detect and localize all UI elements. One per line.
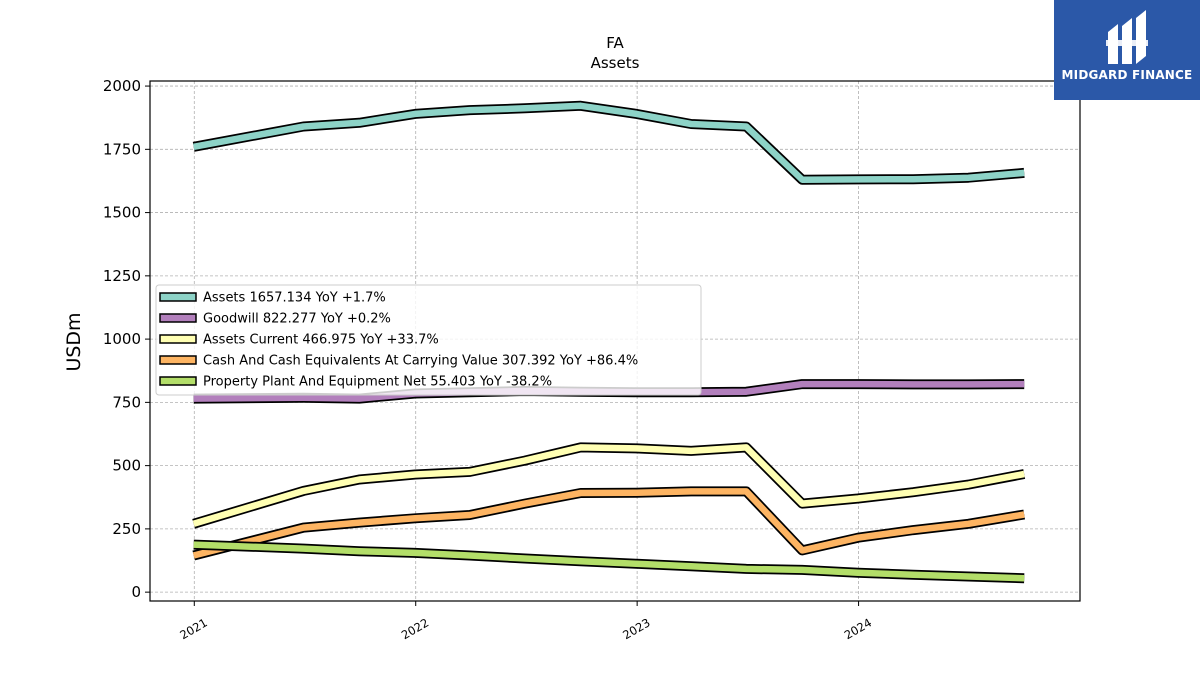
y-tick-label: 1500 [103, 204, 141, 222]
legend: Assets 1657.134 YoY +1.7% Goodwill 822.27… [155, 284, 702, 396]
y-axis-label: USDm [63, 312, 85, 371]
legend-swatch [159, 376, 197, 386]
x-tick-label: 2021 [177, 615, 209, 642]
y-tick-label: 1750 [103, 140, 141, 158]
y-tick-label: 500 [112, 457, 141, 475]
midgard-logo-icon [1106, 10, 1148, 64]
legend-swatch [159, 292, 197, 302]
x-tick-label: 2022 [399, 615, 431, 642]
legend-label: Assets Current 466.975 YoY +33.7% [203, 333, 439, 348]
series-line [193, 541, 1025, 582]
legend-box [155, 284, 702, 396]
legend-label: Cash And Cash Equivalents At Carrying Va… [203, 354, 638, 369]
x-tick-label: 2024 [842, 615, 874, 642]
legend-swatch [159, 334, 197, 344]
logo-text: MIDGARD FINANCE [1061, 68, 1193, 82]
legend-label: Property Plant And Equipment Net 55.403 … [203, 375, 552, 390]
chart-subtitle: Assets [591, 54, 640, 72]
brand-logo: MIDGARD FINANCE [1054, 0, 1200, 100]
y-tick-label: 250 [112, 520, 141, 538]
series-line [193, 102, 1025, 183]
plot-frame [149, 80, 1081, 602]
series-2 [192, 442, 1026, 529]
chart-title: FA [606, 34, 624, 52]
x-tick-label: 2023 [620, 615, 652, 642]
y-tick-label: 1250 [103, 267, 141, 285]
legend-swatch [159, 355, 197, 365]
legend-swatch [159, 313, 197, 323]
series-layer [192, 100, 1026, 584]
series-line [192, 444, 1025, 527]
series-line [192, 488, 1025, 559]
y-tick-label: 2000 [103, 77, 141, 95]
y-tick-label: 750 [112, 393, 141, 411]
y-tick-label: 0 [131, 583, 141, 601]
legend-label: Assets 1657.134 YoY +1.7% [203, 291, 386, 306]
series-4 [193, 539, 1025, 584]
series-line-outline [192, 100, 1025, 185]
legend-label: Goodwill 822.277 YoY +0.2% [203, 312, 391, 327]
series-3 [192, 486, 1026, 561]
series-0 [192, 100, 1025, 185]
y-tick-label: 1000 [103, 330, 141, 348]
